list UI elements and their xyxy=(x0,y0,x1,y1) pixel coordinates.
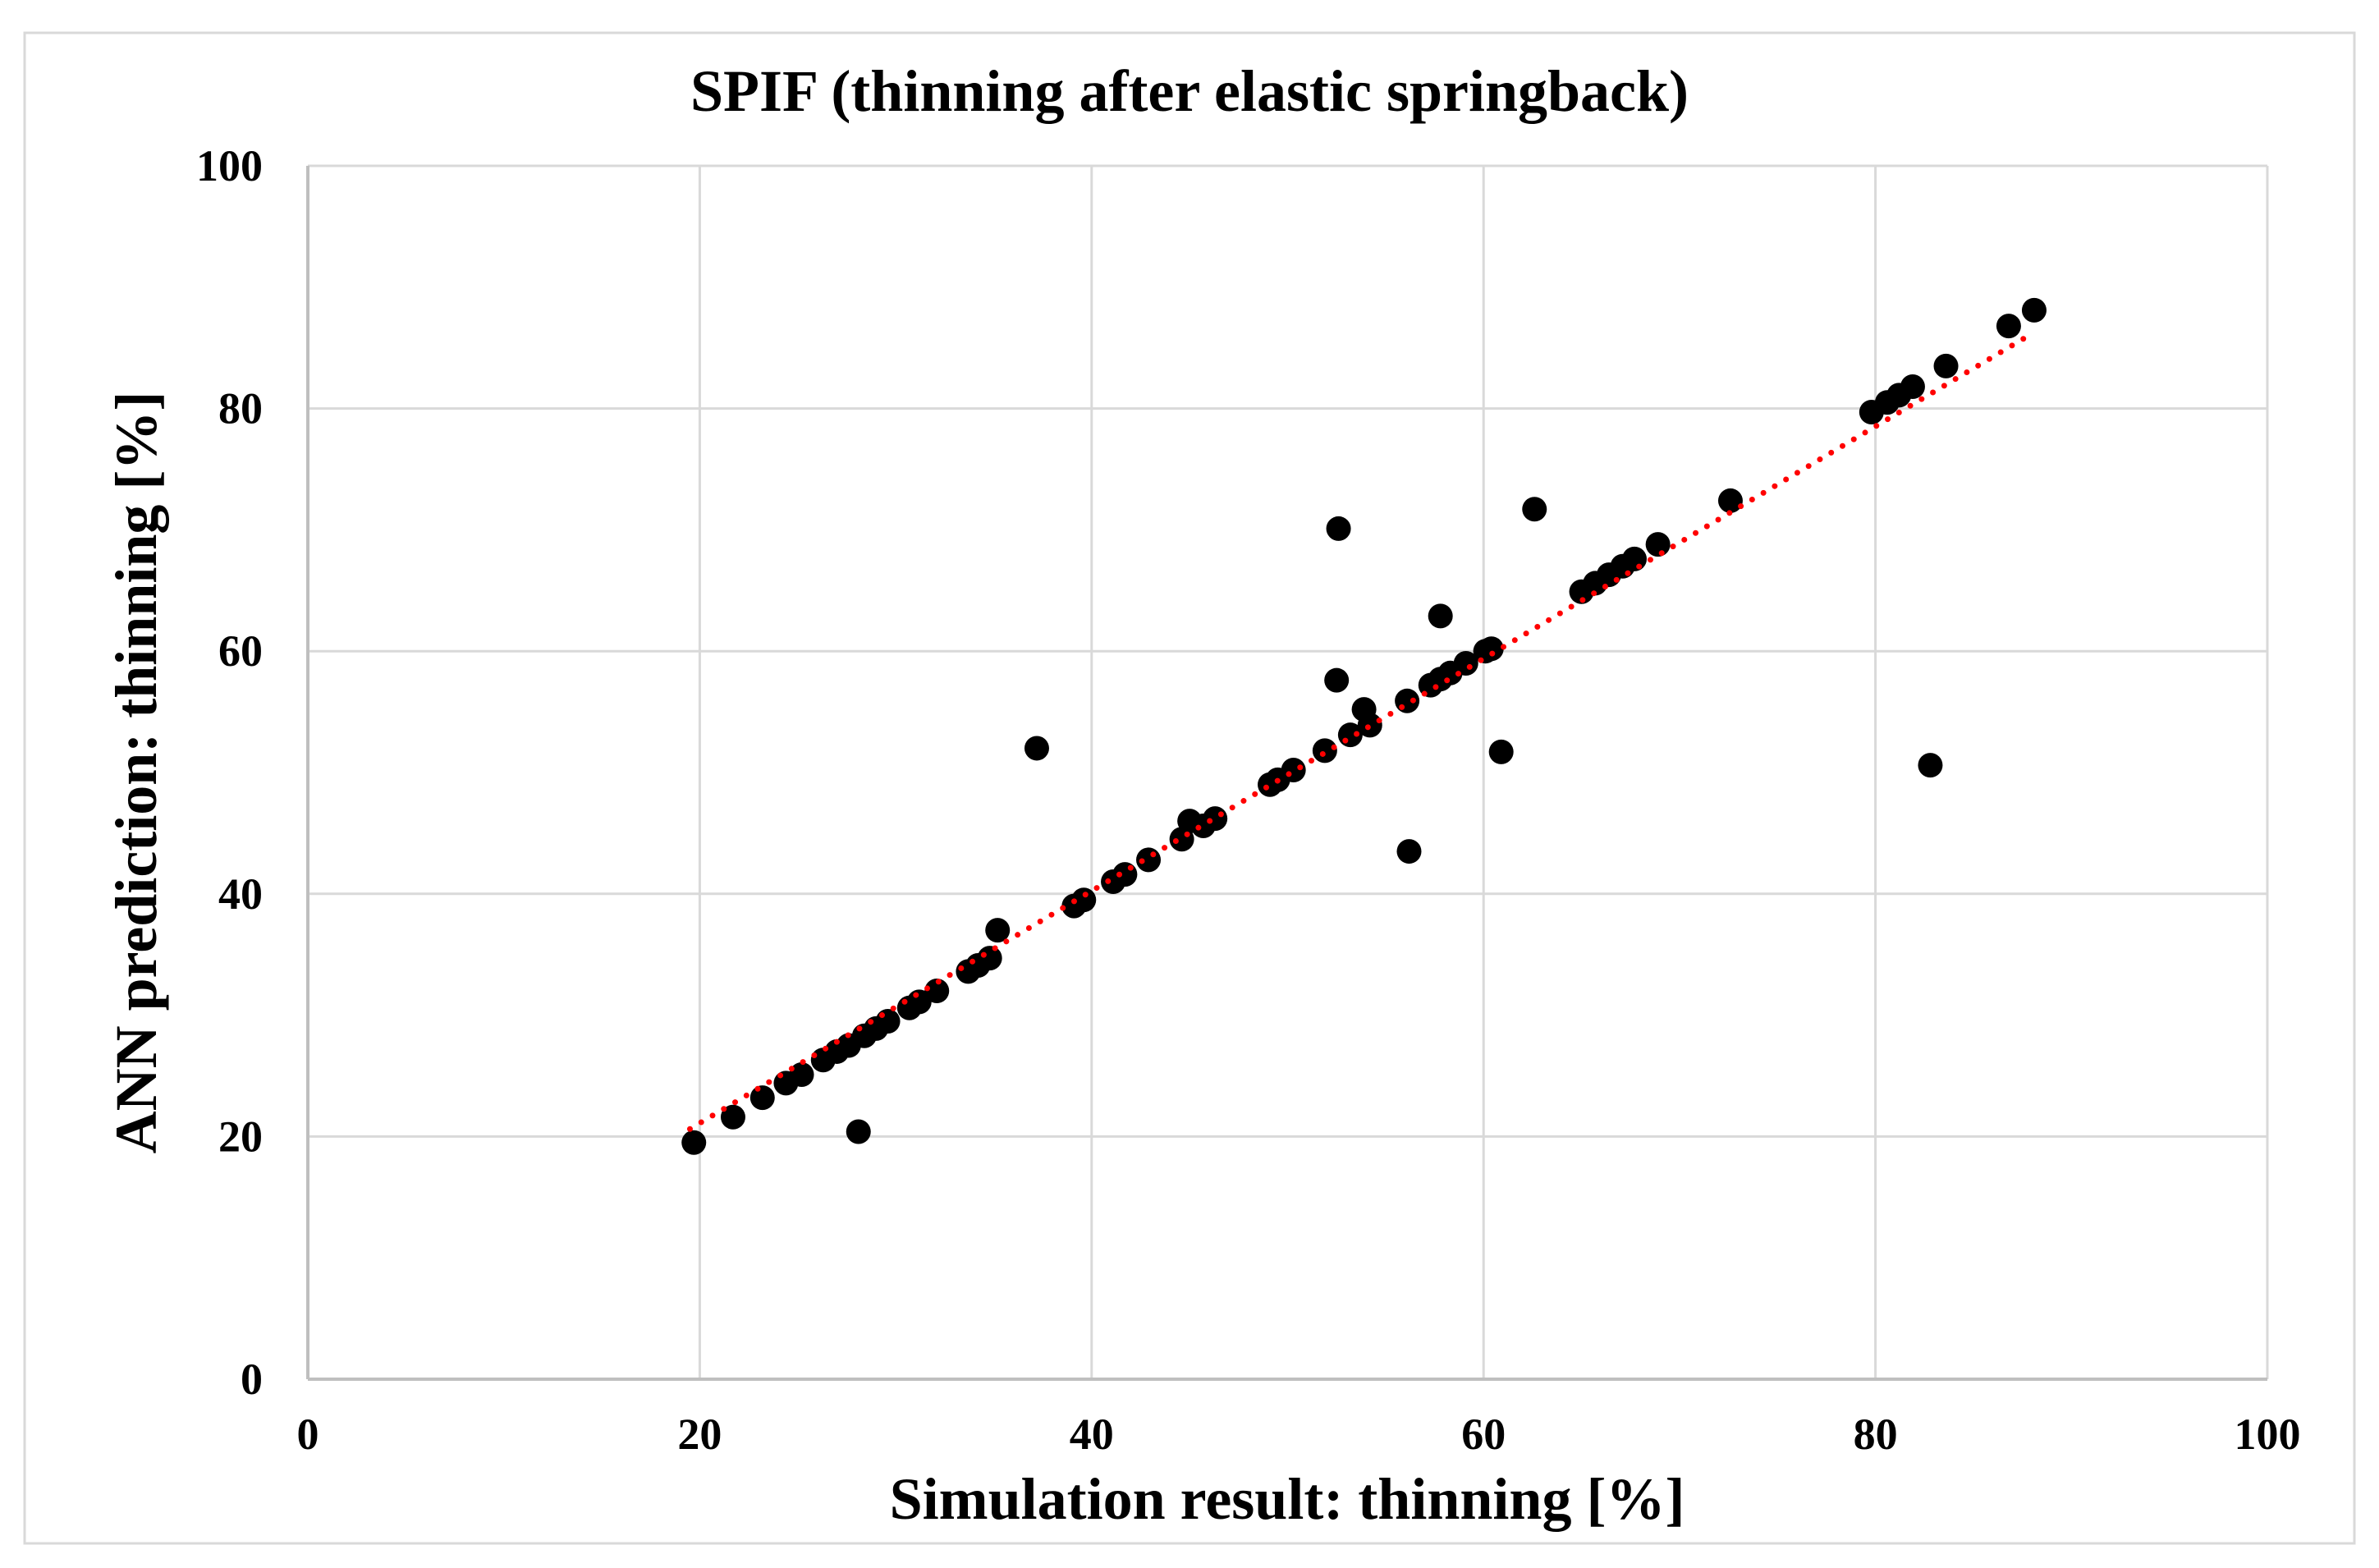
y-tick-label-20: 20 xyxy=(218,1112,263,1161)
chart-title: SPIF (thinning after elastic springback) xyxy=(690,58,1689,124)
y-tick-label-60: 60 xyxy=(218,626,263,676)
data-point-53 xyxy=(1621,546,1647,571)
data-point-13 xyxy=(906,989,932,1015)
chart-border xyxy=(23,31,2356,1545)
data-point-31 xyxy=(1281,758,1306,783)
data-point-33 xyxy=(1324,667,1350,693)
x-tick-label-80: 80 xyxy=(1854,1410,1898,1459)
x-tick-label-20: 20 xyxy=(677,1410,722,1459)
data-point-21 xyxy=(1071,887,1097,913)
data-point-23 xyxy=(1112,862,1138,887)
data-point-11 xyxy=(875,1008,901,1034)
data-point-0 xyxy=(681,1130,707,1155)
data-point-48 xyxy=(1522,497,1547,522)
x-tick-label-100: 100 xyxy=(2235,1410,2301,1459)
x-axis-label: Simulation result: thinning [%] xyxy=(890,1466,1685,1532)
data-point-61 xyxy=(1918,753,1943,778)
data-point-39 xyxy=(1396,839,1422,864)
data-point-60 xyxy=(1933,353,1959,378)
data-point-43 xyxy=(1453,650,1478,676)
gridlines xyxy=(308,164,2269,1379)
x-tick-label-40: 40 xyxy=(1070,1410,1114,1459)
data-points xyxy=(681,297,2047,1155)
data-point-28 xyxy=(1203,806,1228,832)
data-point-59 xyxy=(1900,374,1925,399)
data-point-47 xyxy=(1488,739,1514,764)
data-point-1 xyxy=(720,1104,745,1130)
y-tick-label-0: 0 xyxy=(241,1355,263,1404)
x-tick-label-0: 0 xyxy=(297,1410,319,1459)
tick-labels: 0 20 40 60 80 100 0 20 40 60 80 100 xyxy=(196,141,2301,1459)
data-point-17 xyxy=(977,946,1002,971)
axes xyxy=(306,166,2267,1381)
data-point-2 xyxy=(749,1085,775,1111)
data-point-19 xyxy=(1024,736,1049,761)
data-point-8 xyxy=(846,1119,871,1144)
data-point-4 xyxy=(789,1062,814,1088)
data-point-54 xyxy=(1645,532,1671,557)
data-point-14 xyxy=(924,979,950,1004)
trendline xyxy=(686,330,2036,1132)
data-point-45 xyxy=(1478,636,1504,662)
y-tick-label-40: 40 xyxy=(218,869,263,919)
x-tick-label-60: 60 xyxy=(1461,1410,1506,1459)
y-axis-label: ANN prediction: thinning [%] xyxy=(103,392,169,1154)
data-point-62 xyxy=(1996,314,2021,339)
data-point-34 xyxy=(1326,516,1351,541)
data-point-32 xyxy=(1312,738,1337,763)
y-tick-label-80: 80 xyxy=(218,384,263,433)
data-point-46 xyxy=(1428,603,1453,629)
y-tick-label-100: 100 xyxy=(196,141,263,190)
data-point-18 xyxy=(985,918,1011,943)
data-point-63 xyxy=(2021,297,2047,323)
trendline-group xyxy=(686,330,2036,1132)
data-point-55 xyxy=(1717,488,1743,513)
